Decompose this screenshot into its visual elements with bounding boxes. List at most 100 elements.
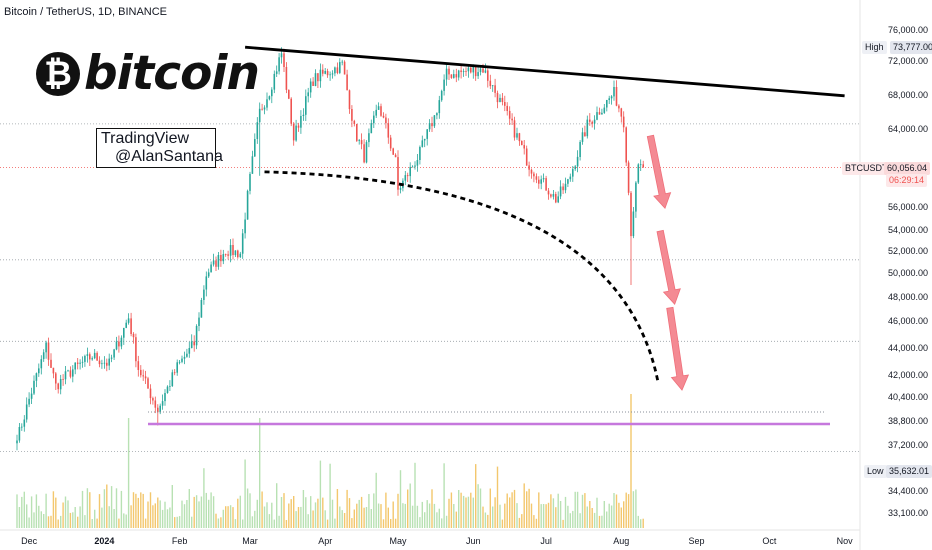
volume-bar [293, 496, 295, 528]
volume-bar [569, 513, 571, 528]
author-note: TradingView @AlanSantana [96, 128, 223, 168]
volume-bar [608, 503, 610, 528]
candle-body [314, 73, 317, 86]
candle-body [268, 96, 271, 100]
volume-bar [589, 501, 591, 528]
volume-bar [33, 512, 35, 528]
volume-bar [98, 494, 101, 528]
candle-body [210, 264, 212, 273]
volume-bar [326, 519, 329, 528]
candle-body [518, 133, 521, 142]
volume-bar [40, 511, 42, 528]
bitcoin-coin-icon: ₿ [36, 51, 80, 96]
candle-body [188, 348, 191, 354]
volume-bar [559, 501, 562, 528]
volume-bar [290, 499, 292, 528]
candle-body [625, 127, 627, 163]
volume-bar [57, 519, 59, 528]
volume-bar [421, 501, 423, 528]
candle-body [411, 166, 414, 168]
y-tick-label: 46,000.00 [888, 316, 928, 326]
volume-bar [465, 497, 467, 528]
candle-body [630, 192, 632, 237]
candle-body [40, 359, 43, 369]
bitcoin-logo: ₿ bitcoin [36, 46, 260, 101]
candle-body [149, 388, 152, 399]
volume-bar [336, 489, 339, 528]
candle-body [380, 106, 382, 116]
volume-bar [339, 506, 341, 528]
candle-body [484, 70, 487, 73]
candle-body [28, 398, 30, 405]
volume-bar [164, 501, 166, 528]
candle-body [467, 67, 470, 72]
volume-bar [467, 496, 470, 528]
volume-bar [538, 492, 540, 528]
candle-body [147, 378, 149, 389]
volume-bar [302, 490, 305, 528]
x-tick-label: Aug [613, 536, 629, 546]
volume-bar [140, 492, 142, 528]
y-tick-label: 40,400.00 [888, 392, 928, 402]
candle-body [465, 71, 467, 72]
volume-bar [414, 462, 416, 528]
candle-body [377, 106, 380, 110]
candle-body [140, 369, 142, 376]
volume-bar [360, 496, 363, 528]
volume-bar [494, 497, 496, 528]
candle-body [55, 373, 57, 384]
volume-bar [94, 509, 96, 528]
volume-bar [81, 490, 84, 528]
y-tick-label: 56,000.00 [888, 202, 928, 212]
volume-bar [242, 519, 244, 528]
volume-bar [453, 504, 455, 528]
volume-bar [229, 505, 232, 528]
volume-bar [166, 509, 169, 528]
volume-bar [198, 501, 200, 528]
y-tick-label: 64,000.00 [888, 124, 928, 134]
y-tick-label: 33,100.00 [888, 508, 928, 518]
candle-body [487, 70, 489, 81]
low-value-tag: 35,632.01 [886, 465, 932, 478]
candle-body [341, 61, 343, 63]
volume-bar [535, 518, 538, 528]
candle-body [86, 354, 89, 356]
candle-body [545, 178, 547, 191]
candle-body [120, 337, 123, 347]
volume-bar [227, 506, 229, 528]
candle-body [431, 123, 433, 127]
volume-bar [606, 511, 608, 528]
volume-bar [637, 515, 639, 528]
candle-body [215, 260, 217, 267]
candle-body [482, 68, 484, 73]
candle-body [642, 164, 644, 168]
candle-body [506, 105, 508, 111]
volume-bar [314, 502, 317, 528]
volume-bar [232, 507, 234, 528]
candle-body [542, 178, 545, 180]
volume-bar [188, 489, 190, 528]
candle-body [25, 404, 28, 420]
volume-bar [186, 500, 188, 528]
candle-body [331, 73, 334, 75]
volume-bar [285, 520, 288, 528]
candle-body [525, 148, 528, 166]
candle-body [254, 139, 256, 157]
projection-arrow [666, 306, 690, 391]
volume-bar [300, 506, 302, 528]
y-tick-label: 42,000.00 [888, 370, 928, 380]
candle-body [118, 341, 120, 347]
volume-bar [110, 486, 113, 528]
candle-body [319, 69, 322, 82]
volume-bar [47, 516, 50, 528]
volume-bar [409, 483, 411, 528]
candle-body [416, 160, 419, 166]
candle-body [200, 300, 203, 318]
candle-body [171, 372, 174, 387]
volume-bar [550, 494, 552, 528]
volume-bar [142, 493, 144, 528]
candle-body [436, 113, 438, 116]
candle-body [615, 87, 618, 106]
volume-bar [368, 494, 370, 528]
